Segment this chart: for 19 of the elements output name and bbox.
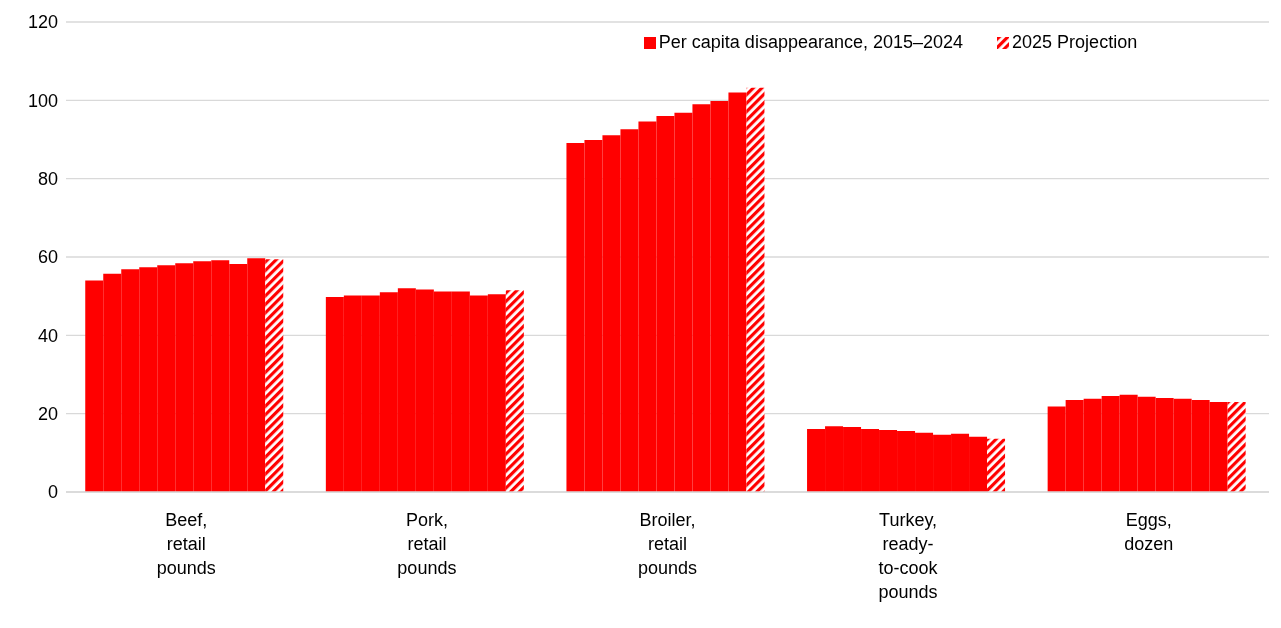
x-tick-label: Broiler, retail pounds	[637, 510, 698, 578]
y-tick-label: 40	[37, 325, 58, 346]
y-tick-label: 60	[37, 247, 58, 268]
x-tick-label: Turkey, ready- to-cook pounds	[878, 510, 939, 602]
y-tick-label: 120	[27, 12, 58, 33]
y-tick-label: 0	[47, 482, 58, 503]
bar	[1227, 401, 1246, 492]
y-tick-label: 80	[37, 169, 58, 190]
y-tick-label: 100	[27, 90, 58, 111]
bar	[746, 87, 765, 492]
bar	[265, 259, 284, 492]
legend-label: 2025 Projection	[1012, 32, 1138, 53]
x-tick-label: Eggs, dozen	[1124, 510, 1174, 554]
x-tick-label: Pork, retail pounds	[397, 510, 457, 578]
bar	[987, 438, 1006, 492]
bar	[505, 290, 524, 492]
legend-label: Per capita disappearance, 2015–2024	[658, 32, 964, 53]
x-tick-label: Beef, retail pounds	[156, 510, 216, 578]
y-tick-label: 20	[37, 404, 58, 425]
